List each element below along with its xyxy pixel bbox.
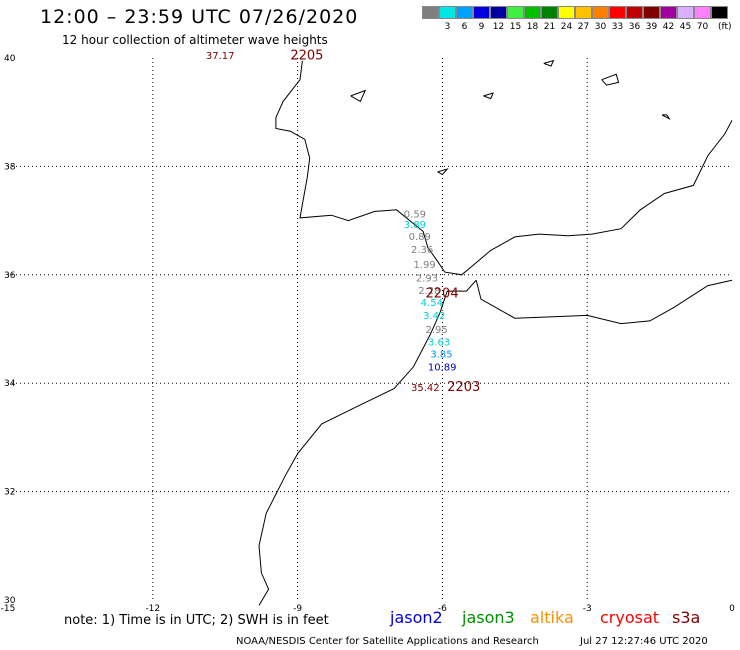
legend-satellite-2: jason3 bbox=[462, 608, 515, 627]
scale-swatch bbox=[507, 6, 524, 19]
scale-tick-label: 21 bbox=[543, 22, 556, 32]
wave-height-label: 2.36 bbox=[411, 245, 433, 256]
wave-height-label: 2.28 bbox=[418, 286, 440, 297]
wave-height-label: 3.42 bbox=[423, 311, 445, 322]
lake-outline bbox=[661, 114, 671, 121]
legend-satellite-3: altika bbox=[530, 608, 574, 627]
wave-height-label: 3.63 bbox=[428, 337, 450, 348]
color-scale-unit: (ft) bbox=[718, 22, 732, 32]
pass-time-label: 2205 bbox=[290, 49, 323, 64]
lake-outline bbox=[601, 73, 620, 86]
legend-satellite-5: s3a bbox=[672, 608, 701, 627]
scale-tick-label: 18 bbox=[526, 22, 539, 32]
y-tick-label: 40 bbox=[4, 54, 16, 64]
scale-swatch bbox=[694, 6, 711, 19]
wave-height-label: 4.54 bbox=[421, 298, 443, 309]
wave-height-label: 3.89 bbox=[404, 220, 426, 231]
y-tick-label: 34 bbox=[4, 379, 16, 389]
wave-height-label: 0.89 bbox=[409, 232, 431, 243]
wave-height-label: 2.95 bbox=[426, 325, 448, 336]
scale-swatch bbox=[643, 6, 660, 19]
wave-height-label: 10.89 bbox=[428, 363, 457, 374]
wave-height-label: 0.59 bbox=[404, 209, 426, 220]
wave-height-label: 37.17 bbox=[206, 51, 235, 62]
lake-outline bbox=[437, 168, 449, 176]
scale-tick-label: 15 bbox=[509, 22, 522, 32]
scale-tick-label: 45 bbox=[679, 22, 692, 32]
y-tick-label: 36 bbox=[4, 271, 16, 281]
scale-swatch bbox=[575, 6, 592, 19]
scale-swatch bbox=[609, 6, 626, 19]
footer-note: note: 1) Time is in UTC; 2) SWH is in fe… bbox=[64, 613, 329, 628]
scale-swatch bbox=[456, 6, 473, 19]
scale-swatch bbox=[490, 6, 507, 19]
scale-swatch bbox=[626, 6, 643, 19]
scale-tick-label: 24 bbox=[560, 22, 573, 32]
scale-tick-label: 9 bbox=[478, 22, 485, 32]
coastline bbox=[475, 279, 733, 325]
wave-height-label: 1.99 bbox=[413, 260, 435, 271]
y-tick-label: 30 bbox=[4, 596, 16, 606]
page-title: 12:00 – 23:59 UTC 07/26/2020 bbox=[40, 6, 359, 28]
scale-swatch bbox=[439, 6, 456, 19]
scale-swatch bbox=[660, 6, 677, 19]
pass-time-label: 2203 bbox=[447, 380, 480, 395]
scale-tick-label: 6 bbox=[461, 22, 468, 32]
x-tick-label: -15 bbox=[1, 604, 16, 614]
coastline bbox=[275, 60, 733, 276]
scale-swatch bbox=[473, 6, 490, 19]
y-tick-label: 38 bbox=[4, 162, 16, 172]
scale-tick-label: 3 bbox=[444, 22, 451, 32]
y-tick-label: 32 bbox=[4, 488, 15, 498]
x-tick-label: -6 bbox=[438, 604, 447, 614]
scale-tick-label: 30 bbox=[594, 22, 607, 32]
lake-outline bbox=[350, 89, 367, 103]
credit-text: NOAA/NESDIS Center for Satellite Applica… bbox=[236, 636, 539, 647]
scale-swatch bbox=[592, 6, 609, 19]
x-tick-label: 0 bbox=[729, 604, 735, 614]
pass-time-label: 2204 bbox=[426, 287, 459, 302]
lake-outline bbox=[483, 92, 494, 100]
x-tick-label: -3 bbox=[583, 604, 592, 614]
scale-tick-label: 70 bbox=[696, 22, 709, 32]
lake-outline bbox=[543, 59, 555, 67]
scale-tick-label: 42 bbox=[662, 22, 675, 32]
legend-satellite-4: cryosat bbox=[600, 608, 660, 627]
scale-tick-label: 33 bbox=[611, 22, 624, 32]
page-subtitle: 12 hour collection of altimeter wave hei… bbox=[62, 33, 328, 47]
wave-height-label: 3.85 bbox=[430, 350, 452, 361]
scale-tick-label: 39 bbox=[645, 22, 658, 32]
scale-tick-label: 12 bbox=[492, 22, 505, 32]
x-tick-label: -9 bbox=[293, 604, 302, 614]
wave-height-label: 35.42 bbox=[411, 383, 440, 394]
scale-swatch bbox=[558, 6, 575, 19]
wave-height-label: 2.93 bbox=[416, 273, 438, 284]
color-scale bbox=[422, 6, 728, 19]
scale-swatch bbox=[524, 6, 541, 19]
scale-swatch bbox=[541, 6, 558, 19]
scale-swatch bbox=[677, 6, 694, 19]
legend-satellite-1: jason2 bbox=[390, 608, 443, 627]
coastline bbox=[258, 279, 477, 606]
scale-tick-label: 36 bbox=[628, 22, 641, 32]
credit-timestamp: Jul 27 12:27:46 UTC 2020 bbox=[580, 636, 708, 647]
color-scale-labels: 3 6 9 12 15 18 21 24 27 30 33 36 39 42 45 70 bbox=[422, 22, 728, 32]
scale-swatch bbox=[422, 6, 439, 19]
x-tick-label: -12 bbox=[145, 604, 160, 614]
scale-swatch bbox=[711, 6, 728, 19]
scale-tick-label: 27 bbox=[577, 22, 590, 32]
